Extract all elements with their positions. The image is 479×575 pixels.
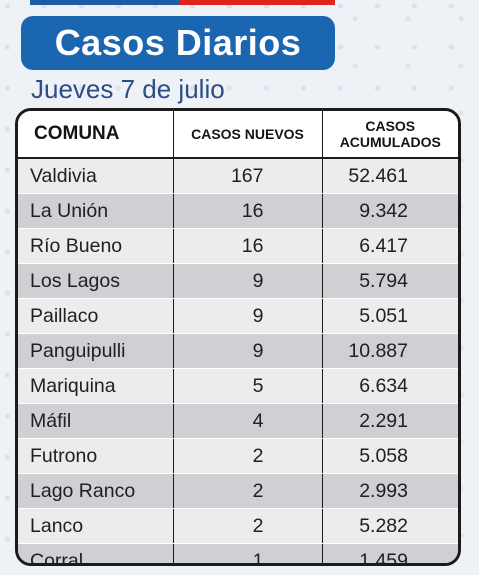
table-row: La Unión 16 9.342 bbox=[18, 193, 458, 229]
cell-casos-acumulados: 6.634 bbox=[321, 368, 458, 404]
cell-casos-acumulados: 1.459 bbox=[321, 543, 458, 563]
cell-casos-acumulados: 10.887 bbox=[321, 333, 458, 369]
table-row: Paillaco 9 5.051 bbox=[18, 298, 458, 334]
cell-casos-acumulados: 2.993 bbox=[321, 473, 458, 509]
cell-casos-nuevos: 16 bbox=[172, 193, 322, 229]
table-row: Futrono 2 5.058 bbox=[18, 438, 458, 474]
cases-table-card: COMUNA CASOS NUEVOS CASOS ACUMULADOS Vald… bbox=[15, 108, 461, 566]
table-row: Lanco 2 5.282 bbox=[18, 508, 458, 544]
cell-casos-nuevos: 16 bbox=[172, 228, 322, 264]
cell-casos-nuevos: 9 bbox=[172, 333, 322, 369]
flag-stripe-blue bbox=[30, 0, 180, 5]
cell-comuna: Valdivia bbox=[18, 158, 173, 194]
table-row: Corral 1 1.459 bbox=[18, 543, 458, 563]
cell-comuna: Futrono bbox=[18, 438, 173, 474]
cell-casos-nuevos: 5 bbox=[172, 368, 322, 404]
cell-casos-acumulados: 5.051 bbox=[321, 298, 458, 334]
cell-comuna: Panguipulli bbox=[18, 333, 173, 369]
cell-casos-acumulados: 9.342 bbox=[321, 193, 458, 229]
table-row: Lago Ranco 2 2.993 bbox=[18, 473, 458, 509]
cell-comuna: Los Lagos bbox=[18, 263, 173, 299]
column-header-comuna: COMUNA bbox=[18, 111, 173, 159]
cell-comuna: Corral bbox=[18, 543, 173, 563]
cell-casos-acumulados: 5.058 bbox=[321, 438, 458, 474]
table-header-row: COMUNA CASOS NUEVOS CASOS ACUMULADOS bbox=[18, 111, 458, 159]
cell-casos-acumulados: 5.794 bbox=[321, 263, 458, 299]
cell-casos-acumulados: 2.291 bbox=[321, 403, 458, 439]
column-header-casos-nuevos: CASOS NUEVOS bbox=[172, 111, 322, 159]
table-row: Panguipulli 9 10.887 bbox=[18, 333, 458, 369]
cell-casos-nuevos: 2 bbox=[172, 508, 322, 544]
date-subtitle: Jueves 7 de julio bbox=[31, 74, 225, 104]
cell-comuna: Río Bueno bbox=[18, 228, 173, 264]
table-row: Río Bueno 16 6.417 bbox=[18, 228, 458, 264]
column-header-casos-acumulados: CASOS ACUMULADOS bbox=[321, 111, 458, 159]
cell-casos-acumulados: 5.282 bbox=[321, 508, 458, 544]
cell-casos-nuevos: 2 bbox=[172, 473, 322, 509]
cell-comuna: Lago Ranco bbox=[18, 473, 173, 509]
cell-comuna: Mariquina bbox=[18, 368, 173, 404]
column-header-casos-acumulados-text: CASOS ACUMULADOS bbox=[339, 118, 441, 150]
cell-casos-nuevos: 167 bbox=[172, 158, 322, 194]
table-row: Valdivia 167 52.461 bbox=[18, 158, 458, 194]
cell-casos-nuevos: 9 bbox=[172, 298, 322, 334]
cell-casos-nuevos: 9 bbox=[172, 263, 322, 299]
table-row: Mariquina 5 6.634 bbox=[18, 368, 458, 404]
cases-table: COMUNA CASOS NUEVOS CASOS ACUMULADOS Vald… bbox=[18, 111, 458, 563]
cell-comuna: Paillaco bbox=[18, 298, 173, 334]
cell-comuna: Máfil bbox=[18, 403, 173, 439]
table-row: Máfil 4 2.291 bbox=[18, 403, 458, 439]
page-title: Casos Diarios bbox=[54, 22, 302, 63]
table-body: Valdivia 167 52.461 La Unión 16 9.342 Río Buen… bbox=[18, 158, 458, 563]
cell-comuna: La Unión bbox=[18, 193, 173, 229]
title-banner: Casos Diarios bbox=[21, 16, 335, 70]
flag-stripe-red bbox=[180, 0, 335, 5]
cell-casos-nuevos: 2 bbox=[172, 438, 322, 474]
cell-comuna: Lanco bbox=[18, 508, 173, 544]
table-row: Los Lagos 9 5.794 bbox=[18, 263, 458, 299]
cell-casos-nuevos: 1 bbox=[172, 543, 322, 563]
cell-casos-acumulados: 6.417 bbox=[321, 228, 458, 264]
cell-casos-nuevos: 4 bbox=[172, 403, 322, 439]
cell-casos-acumulados: 52.461 bbox=[321, 158, 458, 194]
